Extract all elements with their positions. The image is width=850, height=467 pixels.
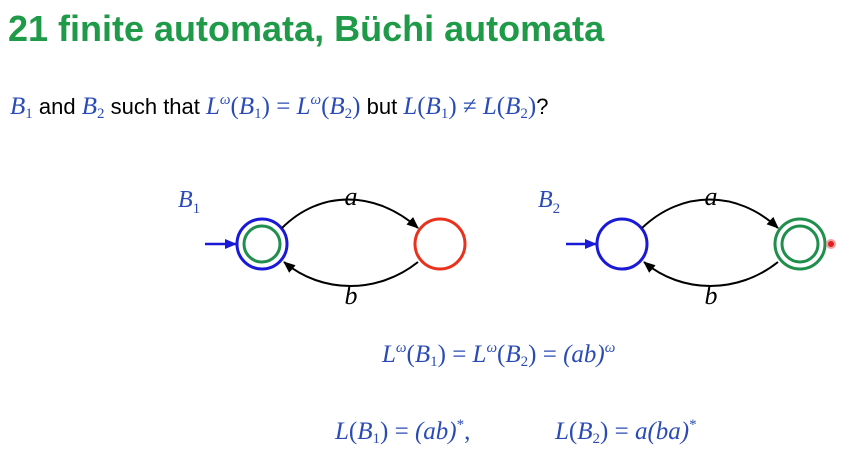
b2-label-a: a xyxy=(705,182,718,211)
b1-label-b: b xyxy=(345,281,358,310)
b2-edge-b xyxy=(643,261,779,287)
b2-label-b: b xyxy=(705,281,718,310)
but-text: but xyxy=(360,94,404,119)
finite-language-b1-equation: L(B1) = (ab)*, xyxy=(335,417,471,447)
and-text: and xyxy=(32,94,82,119)
b1-state-initial-accepting xyxy=(235,217,289,271)
b2-edge-a xyxy=(641,198,779,229)
b1-edge-a xyxy=(281,198,419,229)
such-that-text: such that xyxy=(104,94,207,119)
b1-label-a: a xyxy=(345,182,358,211)
automaton-b2 xyxy=(566,198,827,287)
finite-language-b2-equation: L(B2) = a(ba)* xyxy=(555,417,697,447)
b1-name: B1 xyxy=(178,187,200,217)
question-mark: ? xyxy=(536,94,549,119)
b2-state-accepting xyxy=(773,217,827,271)
finite-language-compare: L(B1) ≠ L(B2) xyxy=(403,93,537,122)
b1-edge-b xyxy=(283,261,419,287)
b2-name: B2 xyxy=(538,187,560,217)
b2-ref: B2 xyxy=(81,93,105,122)
question-line: B1 and B2 such that Lω(B1) = Lω(B2) but … xyxy=(10,92,548,123)
b1-state-red xyxy=(413,217,467,271)
b2-state-initial xyxy=(595,217,649,271)
omega-language-equation: Lω(B1) = Lω(B2) = (ab)ω xyxy=(382,340,616,370)
b1-ref: B1 xyxy=(10,93,33,122)
page-title: 21 finite automata, Büchi automata xyxy=(8,8,605,49)
omega-language-b1: Lω(B1) = Lω(B2) xyxy=(206,92,361,122)
laser-pointer-dot xyxy=(826,239,836,249)
automaton-b1 xyxy=(205,198,467,287)
